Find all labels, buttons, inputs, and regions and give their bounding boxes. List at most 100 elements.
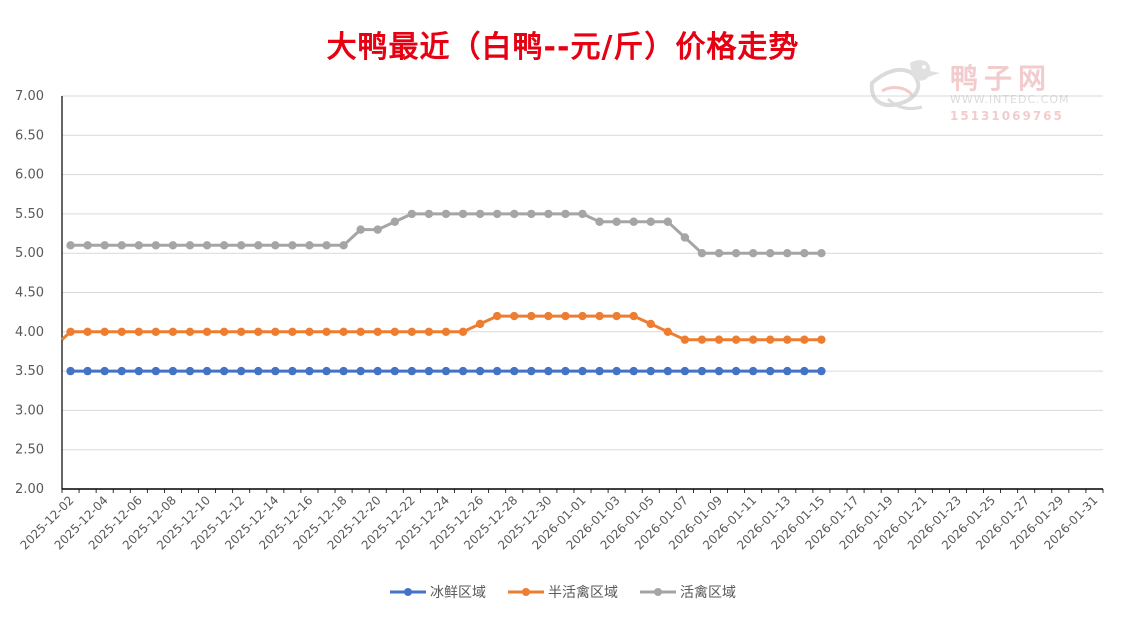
data-point-0 (254, 366, 263, 376)
data-point-0 (800, 366, 809, 376)
data-point-0 (475, 366, 485, 376)
data-point-1 (424, 327, 434, 336)
data-point-1 (66, 327, 75, 336)
data-point-0 (748, 366, 758, 376)
data-point-1 (475, 319, 485, 329)
data-point-2 (322, 241, 331, 250)
data-point-1 (612, 311, 621, 321)
data-point-1 (663, 327, 673, 336)
data-point-0 (492, 366, 502, 376)
data-point-2 (202, 241, 212, 250)
data-point-1 (766, 335, 775, 344)
data-point-0 (578, 366, 587, 376)
y-tick-label: 5.00 (15, 246, 44, 261)
data-point-1 (168, 327, 178, 336)
data-point-0 (390, 366, 399, 376)
data-point-2 (663, 217, 673, 226)
data-point-1 (373, 327, 382, 336)
watermark-phone: 15131069765 (950, 109, 1064, 123)
data-point-1 (83, 327, 92, 336)
data-point-2 (731, 249, 741, 258)
watermark-url: WWW.INTEDC.COM (950, 93, 1070, 106)
data-point-2 (578, 209, 587, 219)
chart-legend: 冰鲜区域 半活禽区域 活禽区域 (0, 582, 1126, 602)
data-point-0 (697, 366, 707, 376)
data-point-2 (83, 241, 92, 250)
data-point-1 (134, 327, 143, 336)
y-tick-label: 2.50 (15, 443, 44, 458)
y-tick-label: 6.00 (15, 168, 44, 183)
series-line-2 (70, 212, 822, 255)
data-point-1 (117, 327, 126, 336)
legend-label-semi-live: 半活禽区域 (548, 585, 618, 601)
data-point-0 (134, 366, 143, 376)
data-point-2 (134, 241, 143, 250)
y-tick-label: 3.00 (15, 403, 44, 418)
y-tick-label: 4.50 (15, 286, 44, 301)
data-point-2 (800, 249, 809, 258)
data-point-2 (544, 209, 553, 219)
legend-item-semi-live[interactable]: 半活禽区域 (508, 582, 618, 602)
data-point-1 (151, 327, 161, 336)
data-point-2 (271, 241, 280, 250)
data-point-2 (561, 209, 570, 219)
data-point-1 (236, 327, 246, 336)
legend-swatch-live (640, 588, 676, 596)
data-point-1 (800, 335, 809, 344)
data-point-0 (510, 366, 519, 376)
data-point-2 (612, 217, 621, 226)
data-point-0 (219, 366, 229, 376)
data-point-1 (646, 319, 655, 329)
data-point-0 (407, 366, 417, 376)
data-point-0 (646, 366, 655, 376)
data-point-1 (731, 335, 741, 344)
data-point-1 (783, 335, 792, 344)
data-point-0 (441, 366, 451, 376)
legend-label-live: 活禽区域 (680, 585, 736, 601)
data-point-0 (288, 366, 297, 376)
data-point-0 (322, 366, 331, 376)
data-point-2 (748, 249, 758, 258)
data-point-2 (646, 217, 655, 226)
data-point-1 (561, 311, 570, 321)
data-point-2 (390, 217, 399, 226)
data-point-2 (236, 241, 246, 250)
data-point-0 (731, 366, 741, 376)
data-point-0 (305, 366, 314, 376)
data-point-1 (100, 327, 109, 336)
data-point-1 (441, 327, 451, 336)
data-point-1 (527, 311, 536, 321)
legend-swatch-semi-live (508, 588, 544, 596)
legend-swatch-ice-fresh (390, 588, 426, 596)
data-point-0 (544, 366, 553, 376)
data-point-0 (117, 366, 126, 376)
data-point-1 (714, 335, 724, 344)
data-point-1 (510, 311, 519, 321)
data-point-1 (595, 311, 604, 321)
data-point-2 (373, 225, 382, 234)
data-point-2 (117, 241, 126, 250)
series-line-1 (60, 314, 822, 342)
y-tick-label: 3.50 (15, 364, 44, 379)
data-point-2 (66, 241, 75, 250)
data-point-2 (714, 249, 724, 258)
data-point-2 (356, 225, 365, 234)
data-point-2 (288, 241, 297, 250)
data-point-2 (424, 209, 434, 219)
legend-item-ice-fresh[interactable]: 冰鲜区域 (390, 582, 486, 602)
data-point-1 (219, 327, 229, 336)
data-point-2 (100, 241, 109, 250)
data-point-0 (100, 366, 109, 376)
data-point-1 (271, 327, 280, 336)
data-point-2 (595, 217, 604, 226)
data-point-2 (817, 249, 826, 258)
data-point-0 (339, 366, 348, 376)
data-point-0 (783, 366, 792, 376)
data-point-0 (185, 366, 195, 376)
legend-item-live[interactable]: 活禽区域 (640, 582, 736, 602)
data-point-0 (151, 366, 161, 376)
data-point-2 (527, 209, 536, 219)
data-point-0 (202, 366, 212, 376)
data-point-1 (629, 311, 638, 321)
legend-label-ice-fresh: 冰鲜区域 (430, 585, 486, 601)
